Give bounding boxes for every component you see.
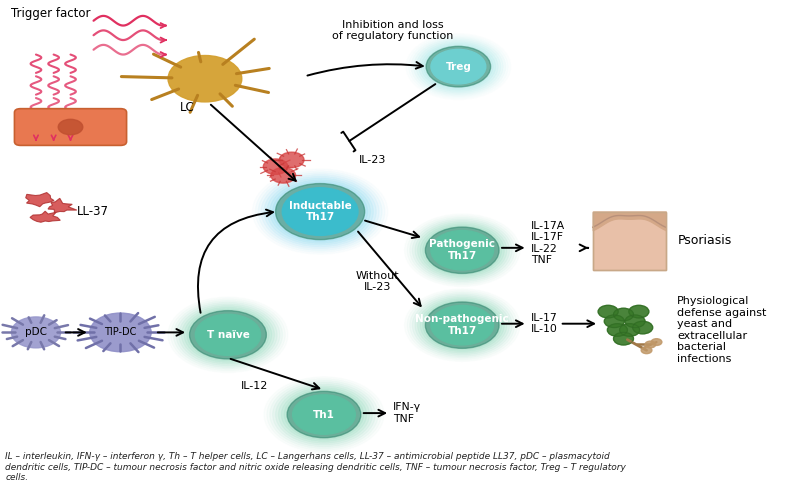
Circle shape — [619, 324, 640, 336]
Circle shape — [412, 294, 512, 357]
Circle shape — [410, 217, 515, 283]
Circle shape — [270, 381, 378, 449]
Circle shape — [179, 304, 277, 366]
Text: T naïve: T naïve — [206, 330, 249, 340]
Circle shape — [425, 302, 499, 348]
Circle shape — [420, 299, 504, 351]
Circle shape — [261, 174, 379, 249]
Circle shape — [275, 384, 372, 445]
Circle shape — [176, 302, 280, 367]
Circle shape — [641, 347, 652, 354]
Circle shape — [614, 332, 634, 345]
Circle shape — [173, 300, 283, 369]
Text: LL-37: LL-37 — [76, 205, 109, 218]
Circle shape — [58, 119, 83, 135]
Polygon shape — [48, 198, 77, 213]
Text: IL – interleukin, IFN-γ – interferon γ, Th – T helper cells, LC – Langerhans cel: IL – interleukin, IFN-γ – interferon γ, … — [6, 452, 626, 482]
Text: TIP-DC: TIP-DC — [104, 328, 137, 337]
Circle shape — [11, 317, 61, 348]
Circle shape — [411, 37, 505, 96]
Text: Inductable
Th17: Inductable Th17 — [289, 201, 352, 223]
Circle shape — [410, 292, 515, 358]
Polygon shape — [30, 211, 61, 222]
Circle shape — [633, 321, 652, 334]
Text: Trigger factor: Trigger factor — [10, 7, 90, 20]
Circle shape — [195, 314, 260, 355]
Text: Inhibition and loss
of regulatory function: Inhibition and loss of regulatory functi… — [332, 19, 454, 41]
Circle shape — [423, 226, 501, 275]
Text: Th1: Th1 — [313, 410, 335, 419]
Circle shape — [425, 227, 499, 274]
Circle shape — [608, 324, 627, 336]
Circle shape — [275, 184, 364, 240]
Circle shape — [629, 305, 648, 318]
Text: pDC: pDC — [25, 328, 47, 337]
Text: IL-17
IL-10: IL-17 IL-10 — [531, 313, 558, 334]
Text: Psoriasis: Psoriasis — [678, 234, 731, 247]
Circle shape — [182, 306, 275, 364]
Circle shape — [415, 295, 509, 355]
Text: LC: LC — [179, 101, 194, 114]
Circle shape — [651, 339, 662, 346]
Circle shape — [270, 180, 371, 243]
Text: Non-pathogenic
Th17: Non-pathogenic Th17 — [416, 314, 509, 336]
Circle shape — [284, 390, 364, 439]
FancyBboxPatch shape — [14, 109, 127, 145]
Circle shape — [168, 55, 242, 102]
Circle shape — [90, 313, 151, 352]
Circle shape — [187, 309, 269, 361]
Circle shape — [419, 42, 498, 92]
Polygon shape — [26, 192, 54, 207]
Circle shape — [264, 176, 376, 247]
Circle shape — [287, 391, 360, 438]
Circle shape — [430, 230, 493, 270]
Text: Physiological
defense against
yeast and
extracellular
bacterial
infections: Physiological defense against yeast and … — [678, 296, 767, 364]
Circle shape — [614, 308, 634, 321]
Circle shape — [598, 305, 618, 318]
Text: Treg: Treg — [445, 62, 471, 71]
Text: IFN-γ
TNF: IFN-γ TNF — [393, 402, 421, 424]
Circle shape — [264, 159, 288, 174]
Circle shape — [420, 224, 504, 277]
Circle shape — [190, 311, 266, 359]
FancyBboxPatch shape — [593, 211, 666, 270]
Circle shape — [258, 173, 382, 250]
Circle shape — [279, 386, 369, 443]
Circle shape — [426, 46, 490, 87]
Circle shape — [414, 38, 503, 95]
Circle shape — [273, 382, 375, 447]
Text: Without
IL-23: Without IL-23 — [356, 271, 400, 293]
Circle shape — [423, 45, 493, 88]
Circle shape — [430, 305, 493, 345]
Circle shape — [412, 219, 512, 281]
Circle shape — [423, 300, 501, 350]
Circle shape — [279, 152, 304, 168]
Circle shape — [415, 221, 509, 280]
Circle shape — [625, 315, 645, 328]
Circle shape — [418, 222, 507, 278]
Text: IL-12: IL-12 — [241, 381, 268, 391]
Text: IL-23: IL-23 — [359, 155, 386, 165]
Circle shape — [421, 43, 496, 90]
Circle shape — [293, 395, 355, 434]
Circle shape — [281, 388, 367, 441]
Circle shape — [184, 307, 272, 363]
Circle shape — [271, 168, 296, 183]
Circle shape — [416, 40, 501, 93]
Circle shape — [418, 297, 507, 353]
Circle shape — [604, 315, 624, 328]
Circle shape — [267, 178, 373, 245]
Circle shape — [645, 341, 656, 348]
Text: Pathogenic
Th17: Pathogenic Th17 — [429, 240, 495, 261]
Text: IL-17A
IL-17F
IL-22
TNF: IL-17A IL-17F IL-22 TNF — [531, 221, 566, 265]
Circle shape — [283, 188, 358, 235]
Circle shape — [273, 182, 368, 242]
Circle shape — [431, 50, 486, 84]
